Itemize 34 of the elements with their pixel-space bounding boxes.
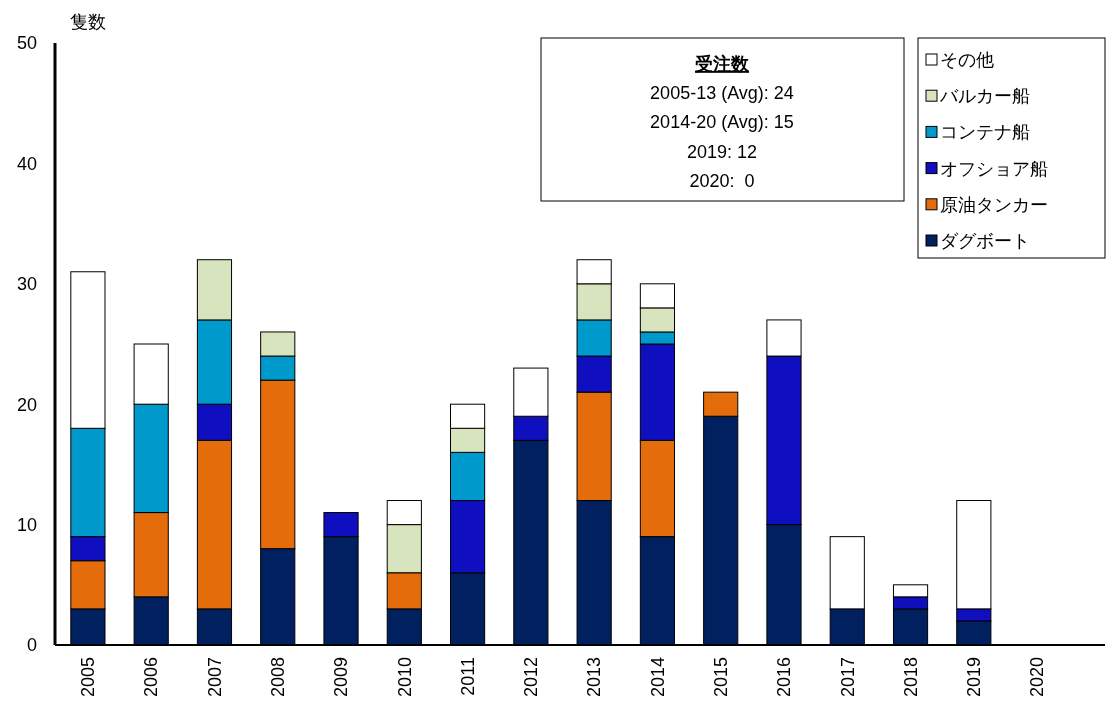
x-tick-label: 2020 — [1027, 657, 1048, 698]
x-tick-label: 2019 — [964, 657, 985, 698]
annotation: 2014-20 (Avg): 15 — [650, 112, 794, 133]
annotation: 2005-13 (Avg): 24 — [650, 83, 794, 104]
y-tick-label: 30 — [16, 274, 37, 295]
x-tick-label: 2010 — [394, 657, 415, 698]
x-tick-label: 2008 — [268, 657, 289, 698]
x-tick-label: 2005 — [78, 657, 99, 698]
x-tick-label: 2018 — [900, 657, 921, 698]
x-tick-label: 2012 — [521, 657, 542, 698]
x-tick-label: 2013 — [584, 657, 605, 698]
x-tick-label: 2016 — [774, 657, 795, 698]
y-tick-label: 20 — [16, 394, 37, 415]
x-tick-label: 2009 — [331, 657, 352, 698]
x-tick-label: 2014 — [647, 657, 668, 698]
annotation: 2020: 0 — [689, 170, 755, 191]
legend-label: バルカー船 — [939, 86, 1030, 107]
x-tick-label: 2006 — [141, 657, 162, 698]
y-tick-label: 50 — [16, 33, 37, 54]
y-axis-title: 隻数 — [70, 12, 106, 32]
legend-label: その他 — [940, 50, 994, 70]
x-tick-label: 2011 — [457, 657, 478, 696]
x-tick-label: 2007 — [204, 657, 225, 698]
y-tick-label: 40 — [16, 153, 37, 174]
y-tick-label: 10 — [16, 514, 37, 535]
legend-label: オフショア船 — [940, 158, 1048, 179]
legend-label: ダグボート — [940, 231, 1030, 251]
annotation: 受注数 — [695, 54, 750, 74]
legend-label: コンテナ船 — [940, 122, 1030, 143]
x-tick-label: 2017 — [837, 657, 858, 698]
y-tick-label: 0 — [26, 635, 37, 656]
legend-label: 原油タンカー — [940, 194, 1048, 215]
x-tick-label: 2015 — [711, 657, 731, 698]
annotation: 2019: 12 — [686, 141, 758, 162]
